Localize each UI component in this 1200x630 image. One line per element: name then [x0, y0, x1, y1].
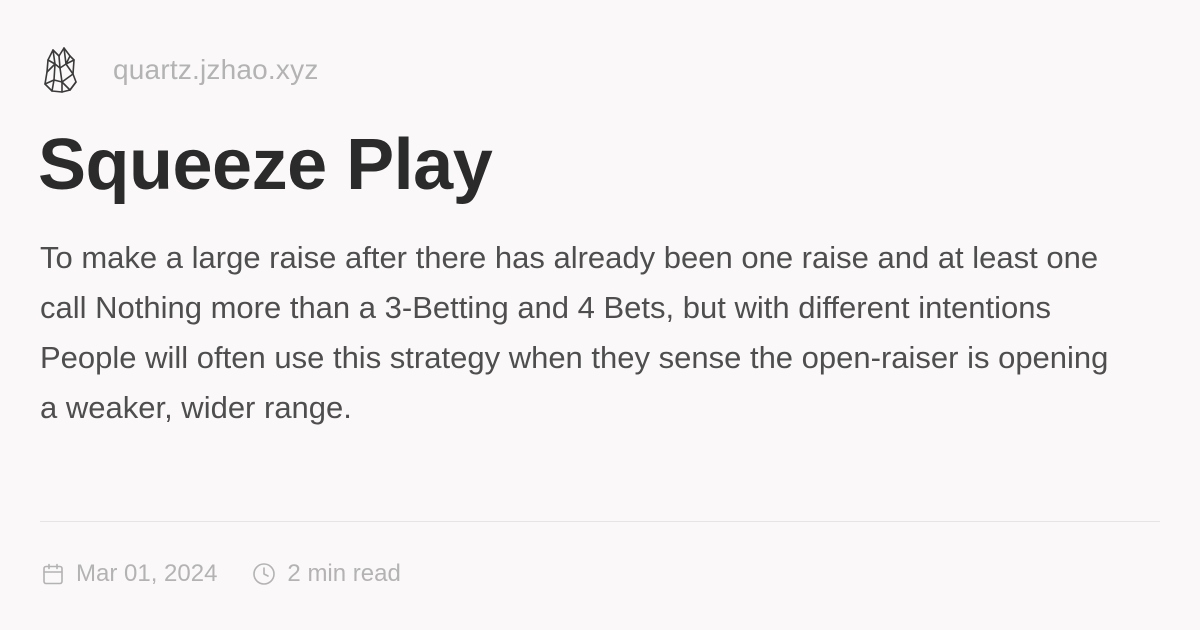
reading-time-meta: 2 min read: [251, 560, 401, 588]
reading-time: 2 min read: [287, 560, 401, 587]
publish-date: Mar 01, 2024: [76, 560, 218, 587]
article-meta: Mar 01, 2024 2 min read: [40, 556, 401, 592]
site-header: quartz.jzhao.xyz: [40, 40, 319, 100]
crystal-logo-icon[interactable]: [40, 40, 96, 100]
page-title: Squeeze Play: [38, 125, 493, 205]
site-name[interactable]: quartz.jzhao.xyz: [113, 54, 319, 85]
article-description: To make a large raise after there has al…: [40, 240, 1109, 425]
date-meta: Mar 01, 2024: [40, 560, 217, 588]
divider: [40, 521, 1160, 522]
clock-icon: [251, 561, 277, 587]
calendar-icon: [40, 561, 66, 587]
